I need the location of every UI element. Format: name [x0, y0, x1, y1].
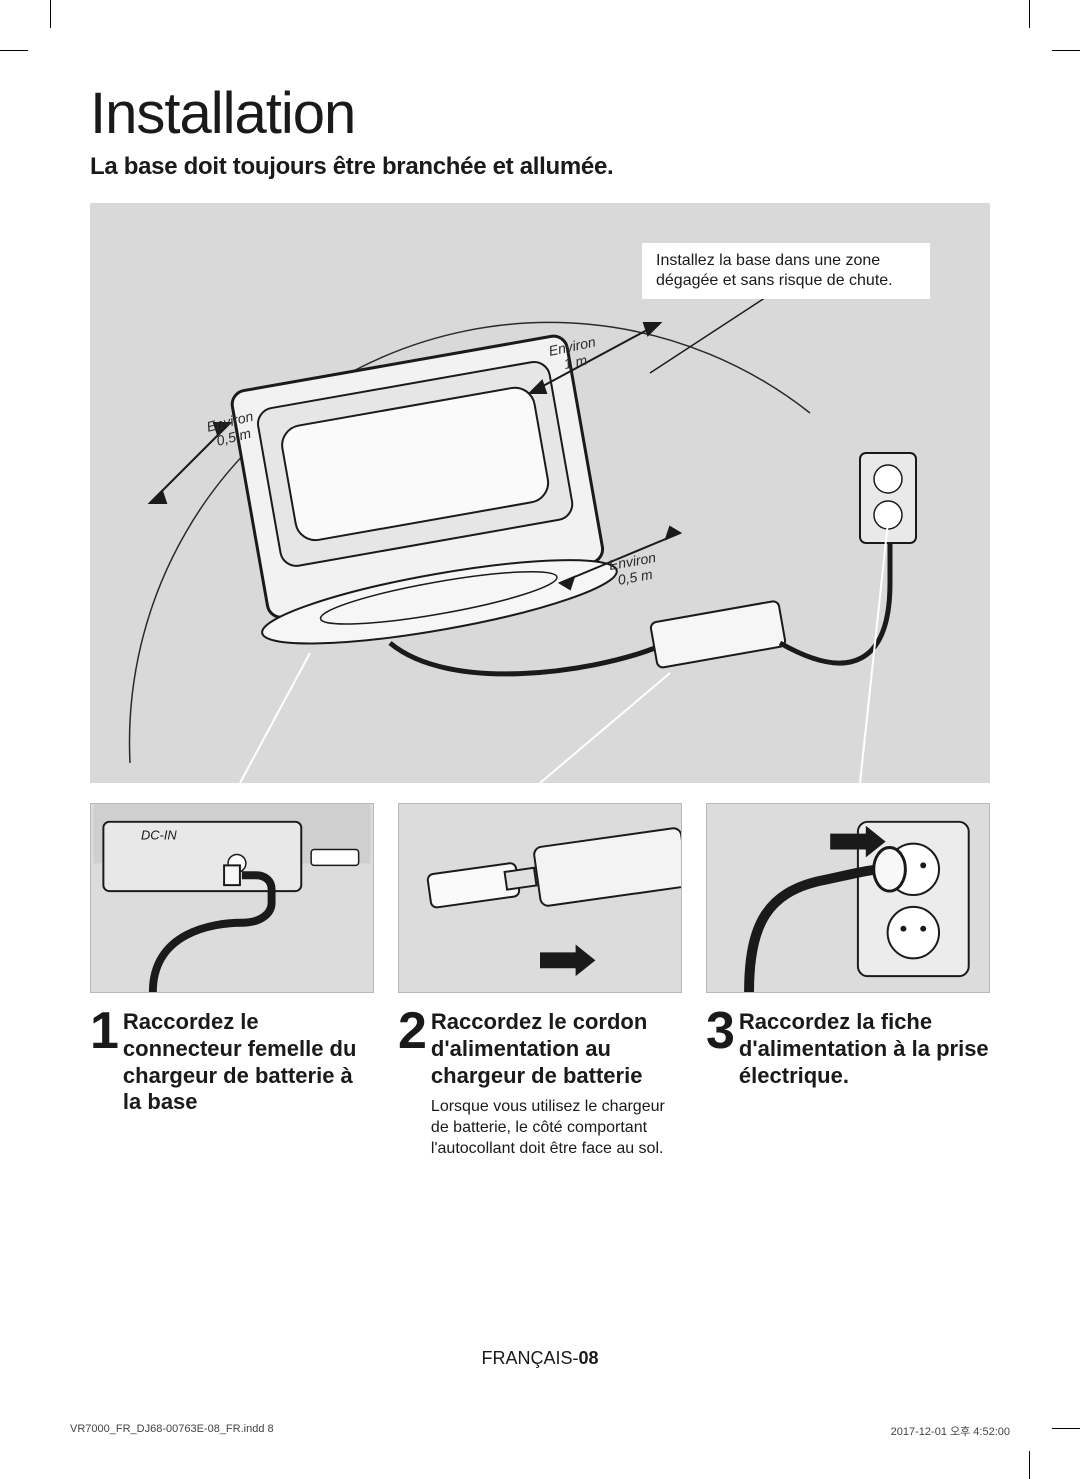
crop-mark	[50, 0, 51, 28]
footer-page: 08	[578, 1348, 598, 1368]
meta-left: VR7000_FR_DJ68-00763E-08_FR.indd 8	[70, 1423, 274, 1439]
step-3-title: Raccordez la fiche d'alimentation à la p…	[739, 1007, 990, 1089]
install-callout: Installez la base dans une zone dégagée …	[642, 243, 930, 299]
step-3: 3 Raccordez la fiche d'alimentation à la…	[706, 803, 990, 1160]
steps-row: DC-IN 1 Raccordez le connecteur femelle …	[90, 803, 990, 1160]
step-1: DC-IN 1 Raccordez le connecteur femelle …	[90, 803, 374, 1160]
crop-mark	[0, 50, 28, 51]
step-2-title: Raccordez le cordon d'alimentation au ch…	[431, 1009, 647, 1088]
step-1-number: 1	[90, 1007, 119, 1056]
meta-right: 2017-12-01 오후 4:52:00	[891, 1423, 1010, 1439]
step-2-number: 2	[398, 1007, 427, 1056]
step-2-note: Lorsque vous utilisez le chargeur de bat…	[431, 1097, 682, 1159]
step-1-image: DC-IN	[90, 803, 374, 993]
svg-text:DC-IN: DC-IN	[141, 828, 177, 843]
crop-mark	[1029, 0, 1030, 28]
page-subtitle: La base doit toujours être branchée et a…	[90, 153, 990, 181]
step-2: 2 Raccordez le cordon d'alimentation au …	[398, 803, 682, 1160]
main-diagram: Installez la base dans une zone dégagée …	[90, 203, 990, 783]
step-3-image	[706, 803, 990, 993]
manual-page: Installation La base doit toujours être …	[0, 0, 1080, 1479]
page-footer: FRANÇAIS-08	[0, 1348, 1080, 1369]
crop-mark	[1052, 1428, 1080, 1429]
step-3-number: 3	[706, 1007, 735, 1056]
crop-mark	[1029, 1451, 1030, 1479]
page-title: Installation	[90, 80, 990, 147]
crop-mark	[1052, 50, 1080, 51]
step-2-image	[398, 803, 682, 993]
step-1-title: Raccordez le connecteur femelle du charg…	[123, 1007, 374, 1116]
footer-lang: FRANÇAIS-	[481, 1348, 578, 1368]
file-meta: VR7000_FR_DJ68-00763E-08_FR.indd 8 2017-…	[70, 1423, 1010, 1439]
